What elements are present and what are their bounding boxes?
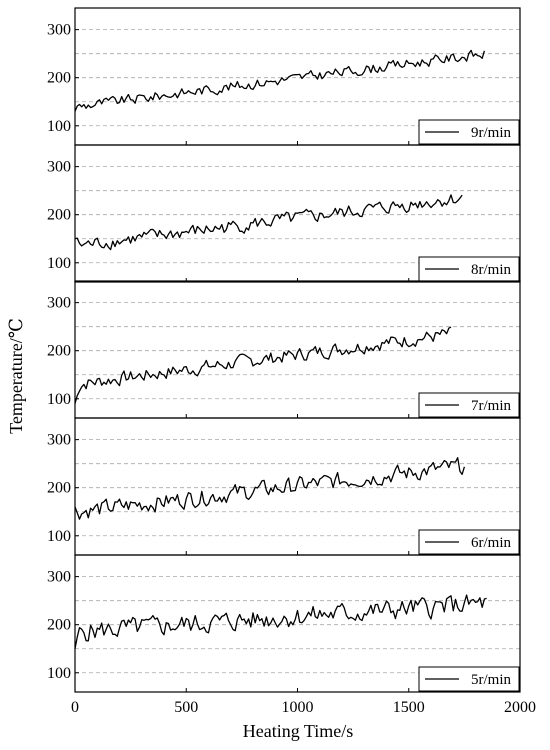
y-axis-title: Temperature/℃ xyxy=(6,318,26,434)
y-tick-label: 100 xyxy=(47,118,71,135)
x-tick-label: 1000 xyxy=(282,699,314,716)
series-line-9r/min xyxy=(74,49,486,112)
x-axis-title: Heating Time/s xyxy=(243,721,354,741)
legend-label: 7r/min xyxy=(471,398,511,414)
legend-label: 6r/min xyxy=(471,535,511,551)
y-tick-label: 200 xyxy=(47,343,71,360)
series-line-5r/min xyxy=(74,594,487,649)
panel-6r/min: 100 200 300 6r/min xyxy=(47,417,521,556)
x-tick-label: 2000 xyxy=(504,699,536,716)
x-tick-label: 1500 xyxy=(393,699,425,716)
y-tick-label: 100 xyxy=(47,665,71,682)
y-tick-label: 300 xyxy=(47,295,71,312)
series-line-7r/min xyxy=(74,326,452,404)
y-tick-label: 100 xyxy=(47,255,71,272)
legend-label: 8r/min xyxy=(471,262,511,278)
y-tick-label: 200 xyxy=(47,480,71,497)
y-tick-label: 200 xyxy=(47,207,71,224)
x-tick-label: 0 xyxy=(71,699,79,716)
y-tick-label: 100 xyxy=(47,391,71,408)
legend-label: 9r/min xyxy=(471,125,511,141)
y-tick-label: 200 xyxy=(47,70,71,87)
y-tick-label: 100 xyxy=(47,528,71,545)
panel-9r/min: 100 200 300 9r/min xyxy=(47,7,521,146)
y-tick-label: 200 xyxy=(47,617,71,634)
y-tick-label: 300 xyxy=(47,159,71,176)
legend-label: 5r/min xyxy=(471,672,511,688)
y-tick-label: 300 xyxy=(47,569,71,586)
series-line-6r/min xyxy=(74,457,466,520)
y-tick-label: 300 xyxy=(47,432,71,449)
panel-5r/min: 100 200 300 5r/min xyxy=(47,554,521,693)
x-tick-label: 500 xyxy=(174,699,198,716)
panel-8r/min: 100 200 300 8r/min xyxy=(47,144,521,283)
panel-7r/min: 100 200 300 7r/min xyxy=(47,280,521,419)
y-tick-label: 300 xyxy=(47,22,71,39)
series-line-8r/min xyxy=(74,194,463,251)
